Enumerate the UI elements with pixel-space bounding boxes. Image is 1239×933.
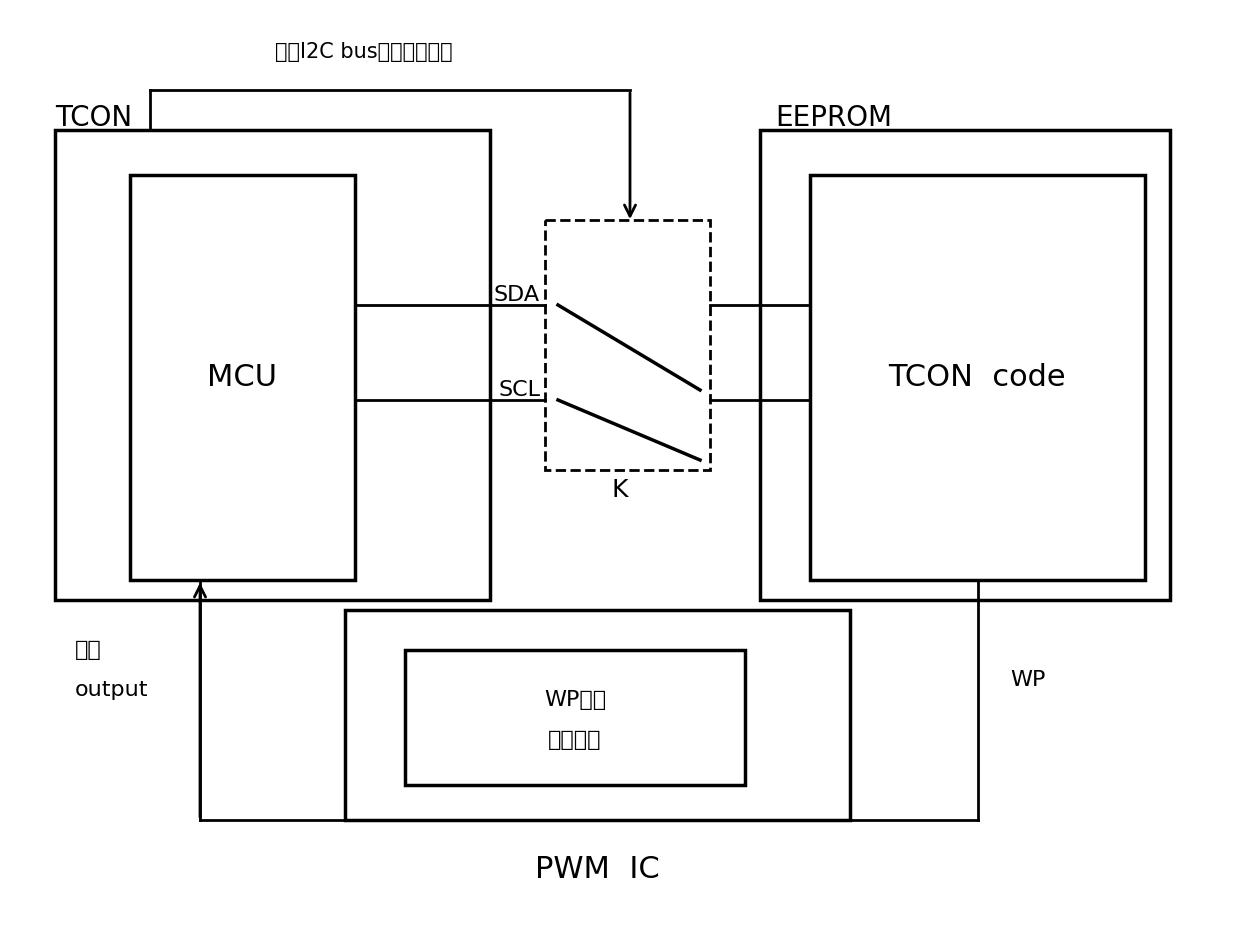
Text: WP电平: WP电平: [544, 690, 606, 710]
Text: output: output: [76, 680, 149, 700]
Text: SDA: SDA: [494, 285, 540, 305]
Text: WP: WP: [1010, 670, 1046, 690]
Text: 决定I2C bus的接通和断开: 决定I2C bus的接通和断开: [275, 42, 452, 62]
Text: 侵测电路: 侵测电路: [548, 730, 602, 750]
Text: TCON  code: TCON code: [888, 364, 1066, 393]
Bar: [130, 175, 356, 580]
Bar: [545, 220, 710, 470]
Bar: [405, 650, 745, 785]
Bar: [760, 130, 1170, 600]
Bar: [344, 610, 850, 820]
Text: PWM  IC: PWM IC: [534, 856, 659, 884]
Text: MCU: MCU: [207, 364, 278, 393]
Text: K: K: [612, 478, 628, 502]
Text: SCL: SCL: [498, 380, 540, 400]
Text: EEPROM: EEPROM: [776, 104, 892, 132]
Text: TCON: TCON: [55, 104, 133, 132]
Bar: [810, 175, 1145, 580]
Text: 使能: 使能: [76, 640, 102, 660]
Bar: [55, 130, 489, 600]
